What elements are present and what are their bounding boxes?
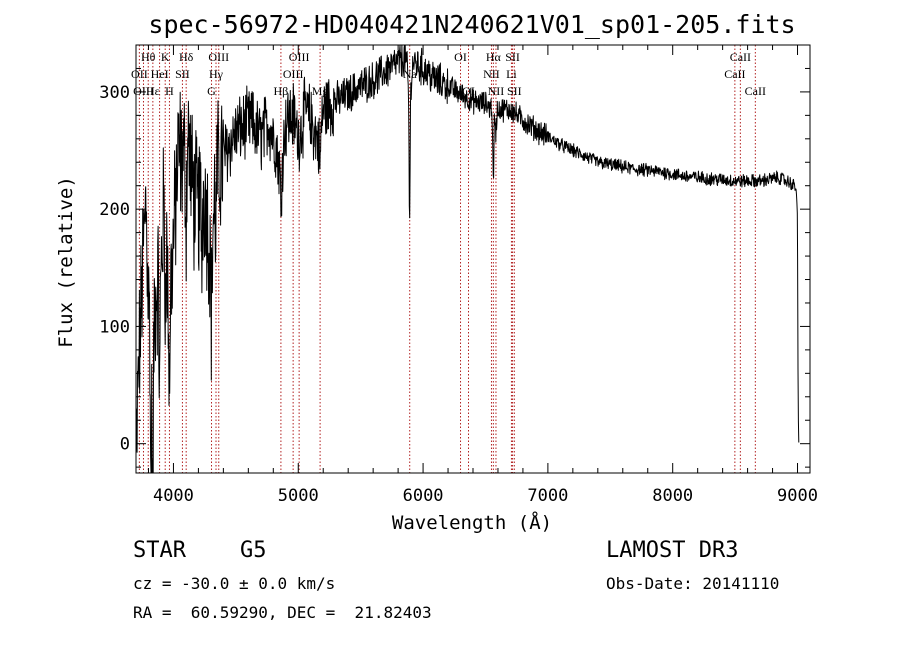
line-marker-label: G	[207, 84, 216, 98]
obs-date: Obs-Date: 20141110	[606, 574, 780, 593]
line-marker-label: SII	[507, 84, 522, 98]
line-marker-label: Na	[403, 67, 418, 81]
line-marker-label: OII	[131, 67, 148, 81]
line-marker-label: HeI	[151, 67, 169, 81]
line-marker-label: CaII	[745, 84, 766, 98]
y-tick-label: 200	[99, 200, 130, 220]
y-axis-label: Flux (relative)	[55, 176, 77, 348]
line-marker-label: NII	[483, 67, 500, 81]
x-tick-label: 4000	[153, 486, 194, 506]
line-marker-label: OIII	[208, 50, 229, 64]
object-class: STAR	[133, 538, 186, 563]
line-marker-label: Li	[506, 67, 517, 81]
y-tick-label: 300	[99, 83, 130, 103]
line-marker-label: OI	[454, 50, 467, 64]
line-markers	[138, 45, 756, 473]
line-marker-label: SII	[505, 50, 520, 64]
x-tick-label: 8000	[652, 486, 693, 506]
object-subclass: G5	[240, 538, 267, 563]
redshift-line: cz = -30.0 ± 0.0 km/s	[133, 574, 336, 593]
y-tick-label: 0	[120, 435, 130, 455]
x-tick-label: 6000	[403, 486, 444, 506]
x-tick-labels: 4000 5000 6000 7000 8000 9000	[153, 486, 818, 506]
line-marker-label: OIII	[289, 50, 310, 64]
line-marker-label: Hβ	[274, 84, 289, 98]
axis-ticks	[136, 44, 810, 473]
chart-title: spec-56972-HD040421N240621V01_sp01-205.f…	[148, 10, 795, 39]
x-tick-label: 7000	[527, 486, 568, 506]
line-marker-label: K	[161, 50, 170, 64]
x-tick-label: 5000	[278, 486, 319, 506]
line-marker-label: H	[165, 84, 174, 98]
line-marker-label: OIII	[133, 84, 154, 98]
line-marker-label: NII	[488, 84, 505, 98]
line-marker-label: Hθ	[141, 50, 156, 64]
survey-name: LAMOST DR3	[606, 538, 739, 563]
line-marker-label: Hα	[486, 50, 502, 64]
line-marker-label: Hε	[146, 84, 160, 98]
spectrum-line	[135, 44, 800, 474]
plot-frame	[135, 44, 811, 474]
coordinates-line: RA = 60.59290, DEC = 21.82403	[133, 603, 432, 622]
line-marker-label: CaII	[724, 67, 745, 81]
line-marker-label: Hδ	[179, 50, 194, 64]
y-tick-label: 100	[99, 317, 130, 337]
y-tick-labels: 0 100 200 300	[99, 83, 130, 455]
line-marker-label: OIII	[283, 67, 304, 81]
line-marker-label: SII	[175, 67, 190, 81]
line-marker-label: Hγ	[209, 67, 224, 81]
x-tick-label: 9000	[777, 486, 818, 506]
line-marker-label: CaII	[730, 50, 751, 64]
x-axis-label: Wavelength (Å)	[392, 511, 552, 534]
